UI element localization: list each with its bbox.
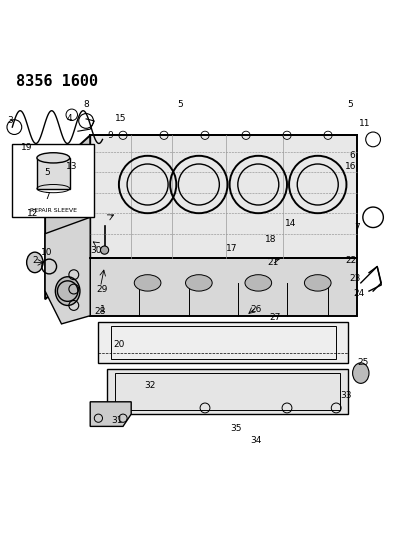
- Text: 33: 33: [340, 391, 351, 400]
- Text: 28: 28: [94, 307, 106, 316]
- Text: 18: 18: [264, 236, 276, 244]
- Text: 27: 27: [268, 313, 280, 322]
- Text: 24: 24: [352, 289, 364, 297]
- Polygon shape: [90, 259, 356, 316]
- Text: 19: 19: [21, 143, 32, 152]
- Text: 30: 30: [90, 246, 102, 255]
- Text: 5: 5: [347, 100, 353, 109]
- Bar: [115, 373, 339, 410]
- Text: 13: 13: [66, 161, 77, 171]
- Text: 25: 25: [356, 358, 368, 367]
- Text: 31: 31: [111, 416, 122, 425]
- Text: 1: 1: [99, 305, 105, 314]
- Ellipse shape: [303, 274, 330, 291]
- Text: 34: 34: [250, 436, 261, 445]
- Text: 22: 22: [344, 256, 355, 265]
- Text: 4: 4: [67, 115, 72, 124]
- Ellipse shape: [37, 153, 70, 163]
- Ellipse shape: [134, 274, 160, 291]
- Text: 16: 16: [344, 161, 355, 171]
- Text: 26: 26: [250, 305, 261, 314]
- Bar: [110, 326, 335, 359]
- Text: 5: 5: [177, 100, 183, 109]
- Text: 5: 5: [44, 168, 50, 177]
- Text: 8: 8: [83, 100, 89, 109]
- Ellipse shape: [352, 363, 368, 383]
- Text: 15: 15: [115, 115, 126, 124]
- Polygon shape: [90, 402, 131, 426]
- Text: 9: 9: [108, 131, 113, 140]
- Text: 10: 10: [41, 248, 53, 257]
- Text: 21: 21: [266, 258, 278, 267]
- Text: 29: 29: [97, 285, 108, 294]
- Ellipse shape: [244, 274, 271, 291]
- Bar: [98, 322, 348, 363]
- Ellipse shape: [185, 274, 212, 291]
- Polygon shape: [90, 135, 356, 259]
- Text: 32: 32: [144, 381, 155, 390]
- Text: 35: 35: [229, 424, 241, 433]
- Bar: [12, 143, 94, 217]
- Bar: [106, 369, 348, 414]
- Text: 7: 7: [44, 192, 50, 201]
- Text: 14: 14: [285, 219, 296, 228]
- Polygon shape: [45, 135, 90, 300]
- Text: 20: 20: [113, 340, 124, 349]
- Circle shape: [100, 246, 108, 254]
- Text: 12: 12: [27, 209, 38, 217]
- Text: 23: 23: [348, 274, 360, 284]
- Text: 3: 3: [7, 116, 13, 125]
- Text: 17: 17: [225, 244, 237, 253]
- Bar: [37, 158, 70, 189]
- Text: 2: 2: [32, 256, 38, 265]
- Text: 6: 6: [349, 151, 355, 160]
- Polygon shape: [45, 217, 90, 324]
- Ellipse shape: [27, 252, 43, 273]
- Text: 11: 11: [358, 118, 370, 127]
- Text: REPAIR SLEEVE: REPAIR SLEEVE: [30, 208, 76, 213]
- Ellipse shape: [55, 277, 80, 305]
- Text: 7: 7: [353, 223, 359, 232]
- Text: 8356 1600: 8356 1600: [16, 74, 98, 89]
